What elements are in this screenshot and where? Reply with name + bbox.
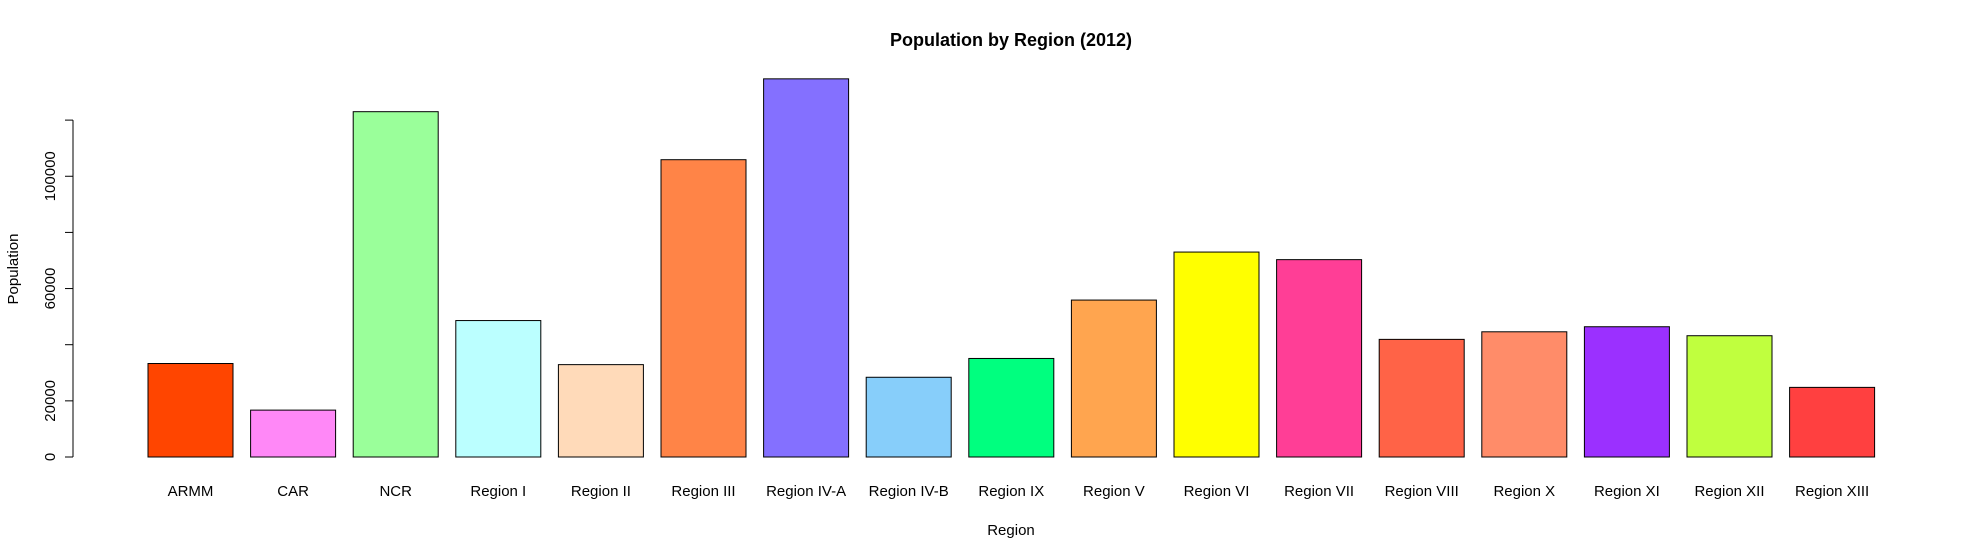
y-tick-label: 60000 <box>42 268 59 310</box>
bar <box>1481 331 1568 458</box>
bar <box>1378 338 1465 458</box>
bar <box>968 357 1055 458</box>
x-tick-label: Region V <box>1083 483 1145 500</box>
bar <box>352 111 439 458</box>
bar <box>250 409 337 458</box>
x-axis-label: Region <box>987 522 1035 539</box>
bar <box>1276 259 1363 458</box>
bar <box>1173 251 1260 458</box>
bar <box>147 363 234 458</box>
bar <box>763 78 850 458</box>
x-tick-label: Region VII <box>1284 483 1354 500</box>
bar <box>455 320 542 458</box>
bar <box>1686 335 1773 458</box>
x-tick-label: Region VIII <box>1385 483 1459 500</box>
bar <box>660 159 747 458</box>
x-tick-label: Region III <box>671 483 735 500</box>
x-tick-label: Region X <box>1493 483 1555 500</box>
x-tick-label: Region IV-B <box>869 483 949 500</box>
bar <box>1789 386 1876 458</box>
x-tick-label: Region II <box>571 483 631 500</box>
y-tick-label: 100000 <box>42 151 59 201</box>
x-tick-label: Region IX <box>978 483 1044 500</box>
chart-title: Population by Region (2012) <box>890 30 1132 50</box>
y-axis-label: Population <box>5 234 22 305</box>
x-tick-label: ARMM <box>168 483 214 500</box>
x-tick-label: Region XIII <box>1795 483 1869 500</box>
bar <box>557 364 644 458</box>
bar <box>865 376 952 458</box>
x-tick-label: Region I <box>470 483 526 500</box>
x-tick-label: Region IV-A <box>766 483 846 500</box>
y-tick-label: 0 <box>42 453 59 461</box>
x-tick-label: Region XII <box>1694 483 1764 500</box>
x-tick-label: NCR <box>379 483 412 500</box>
bar <box>1070 299 1157 458</box>
x-tick-label: Region VI <box>1184 483 1250 500</box>
y-tick-label: 20000 <box>42 380 59 422</box>
x-tick-label: CAR <box>277 483 309 500</box>
x-tick-label: Region XI <box>1594 483 1660 500</box>
bar <box>1583 326 1670 458</box>
